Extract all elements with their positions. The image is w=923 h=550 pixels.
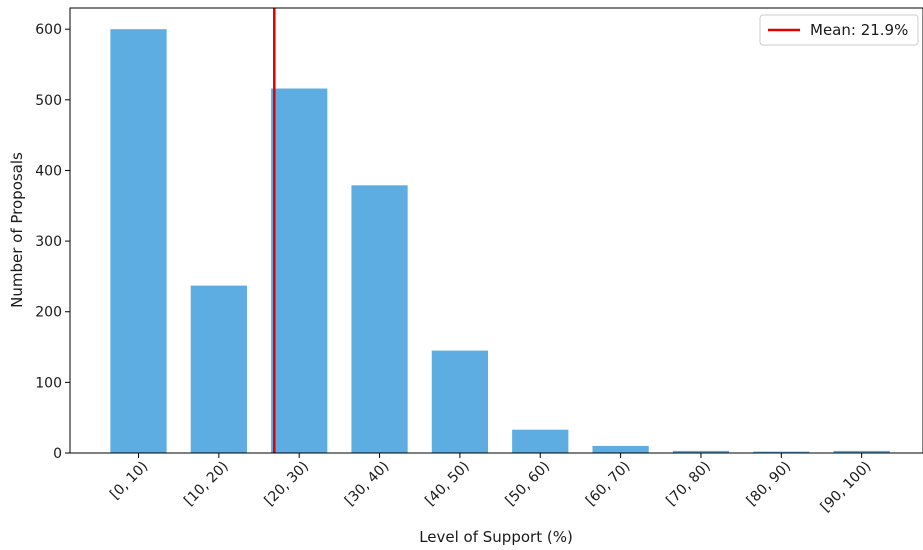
y-tick-label: 400 [35,163,62,179]
bar [833,450,890,453]
x-tick-label: [60, 70) [583,459,634,510]
legend-mean-label: Mean: 21.9% [810,21,908,39]
bar [512,429,569,453]
axes-layer [69,7,923,454]
plot-frame [69,7,923,454]
x-tick-label: [90, 100) [818,459,875,516]
x-tick-label: [50, 60) [503,459,554,510]
x-ticks: [0, 10) [10, 20) [20, 30) [30, 40) [40, 50) [… [107,453,874,515]
bar [271,88,328,454]
bar [351,185,408,454]
bars-layer [110,29,890,454]
x-tick-label: [20, 30) [262,459,313,510]
x-tick-label: [30, 40) [342,459,393,510]
x-tick-label: [0, 10) [107,459,151,503]
legend: Mean: 21.9% [759,14,919,46]
x-tick-label: [10, 20) [181,459,232,510]
bar [190,285,247,453]
y-tick-label: 600 [35,22,62,38]
x-axis-label: Level of Support (%) [419,528,573,546]
x-tick-label: [70, 80) [663,459,714,510]
y-tick-label: 200 [35,305,62,321]
y-tick-label: 0 [53,446,62,462]
y-tick-label: 300 [35,234,62,250]
bar [431,350,489,453]
y-tick-label: 100 [35,375,62,391]
bar [592,445,649,453]
y-axis-label: Number of Proposals [8,152,26,308]
bar [672,450,730,453]
y-tick-label: 500 [35,93,62,109]
legend-box [759,14,919,46]
bar [110,29,167,453]
y-ticks: 0 100 200 300 400 500 600 [35,22,70,462]
x-tick-label: [80, 90) [744,459,795,510]
x-tick-label: [40, 50) [422,459,473,510]
bar [753,451,810,453]
